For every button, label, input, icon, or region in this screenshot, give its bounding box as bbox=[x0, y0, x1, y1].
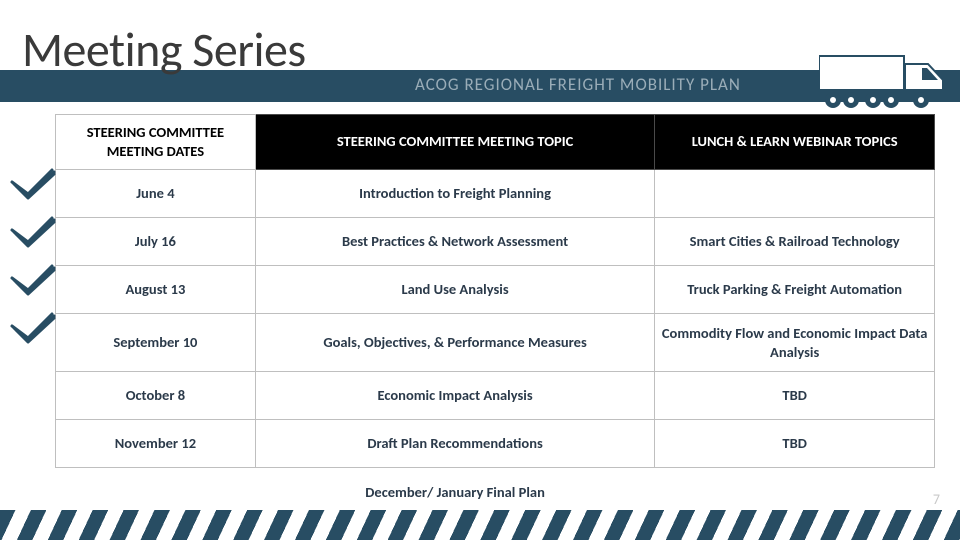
cell-topic: Goals, Objectives, & Performance Measure… bbox=[255, 313, 655, 372]
table-header-row: STEERING COMMITTEE MEETING DATES STEERIN… bbox=[56, 115, 935, 170]
cell-date: August 13 bbox=[56, 265, 256, 313]
header-dates: STEERING COMMITTEE MEETING DATES bbox=[56, 115, 256, 170]
table-row: June 4Introduction to Freight Planning bbox=[56, 169, 935, 217]
table-row: November 12Draft Plan RecommendationsTBD bbox=[56, 420, 935, 468]
cell-webinar: Truck Parking & Freight Automation bbox=[655, 265, 935, 313]
table-row: December/ January Final Plan bbox=[56, 468, 935, 516]
cell-date: September 10 bbox=[56, 313, 256, 372]
cell-topic: Best Practices & Network Assessment bbox=[255, 217, 655, 265]
page-subtitle: ACOG REGIONAL FREIGHT MOBILITY PLAN bbox=[415, 74, 741, 95]
cell-date: June 4 bbox=[56, 169, 256, 217]
cell-webinar: Commodity Flow and Economic Impact Data … bbox=[655, 313, 935, 372]
cell-webinar bbox=[655, 468, 935, 516]
page-number: 7 bbox=[933, 491, 940, 508]
truck-icon bbox=[819, 50, 954, 115]
cell-topic: Economic Impact Analysis bbox=[255, 372, 655, 420]
check-icon bbox=[10, 310, 58, 346]
cell-topic: Draft Plan Recommendations bbox=[255, 420, 655, 468]
cell-date: November 12 bbox=[56, 420, 256, 468]
page-title: Meeting Series bbox=[22, 20, 306, 79]
table-row: September 10Goals, Objectives, & Perform… bbox=[56, 313, 935, 372]
header-topic: STEERING COMMITTEE MEETING TOPIC bbox=[255, 115, 655, 170]
table-row: July 16Best Practices & Network Assessme… bbox=[56, 217, 935, 265]
schedule-table: STEERING COMMITTEE MEETING DATES STEERIN… bbox=[55, 114, 935, 516]
check-icon bbox=[10, 262, 58, 298]
cell-webinar: TBD bbox=[655, 372, 935, 420]
table-row: August 13Land Use AnalysisTruck Parking … bbox=[56, 265, 935, 313]
table-row: October 8Economic Impact AnalysisTBD bbox=[56, 372, 935, 420]
cell-topic: Introduction to Freight Planning bbox=[255, 169, 655, 217]
cell-date bbox=[56, 468, 256, 516]
cell-date: October 8 bbox=[56, 372, 256, 420]
header-webinar: LUNCH & LEARN WEBINAR TOPICS bbox=[655, 115, 935, 170]
check-icon bbox=[10, 214, 58, 250]
check-icon bbox=[10, 166, 58, 202]
cell-webinar: TBD bbox=[655, 420, 935, 468]
cell-webinar bbox=[655, 169, 935, 217]
cell-date: July 16 bbox=[56, 217, 256, 265]
cell-webinar: Smart Cities & Railroad Technology bbox=[655, 217, 935, 265]
cell-topic: December/ January Final Plan bbox=[255, 468, 655, 516]
footer-stripes bbox=[0, 510, 960, 540]
cell-topic: Land Use Analysis bbox=[255, 265, 655, 313]
